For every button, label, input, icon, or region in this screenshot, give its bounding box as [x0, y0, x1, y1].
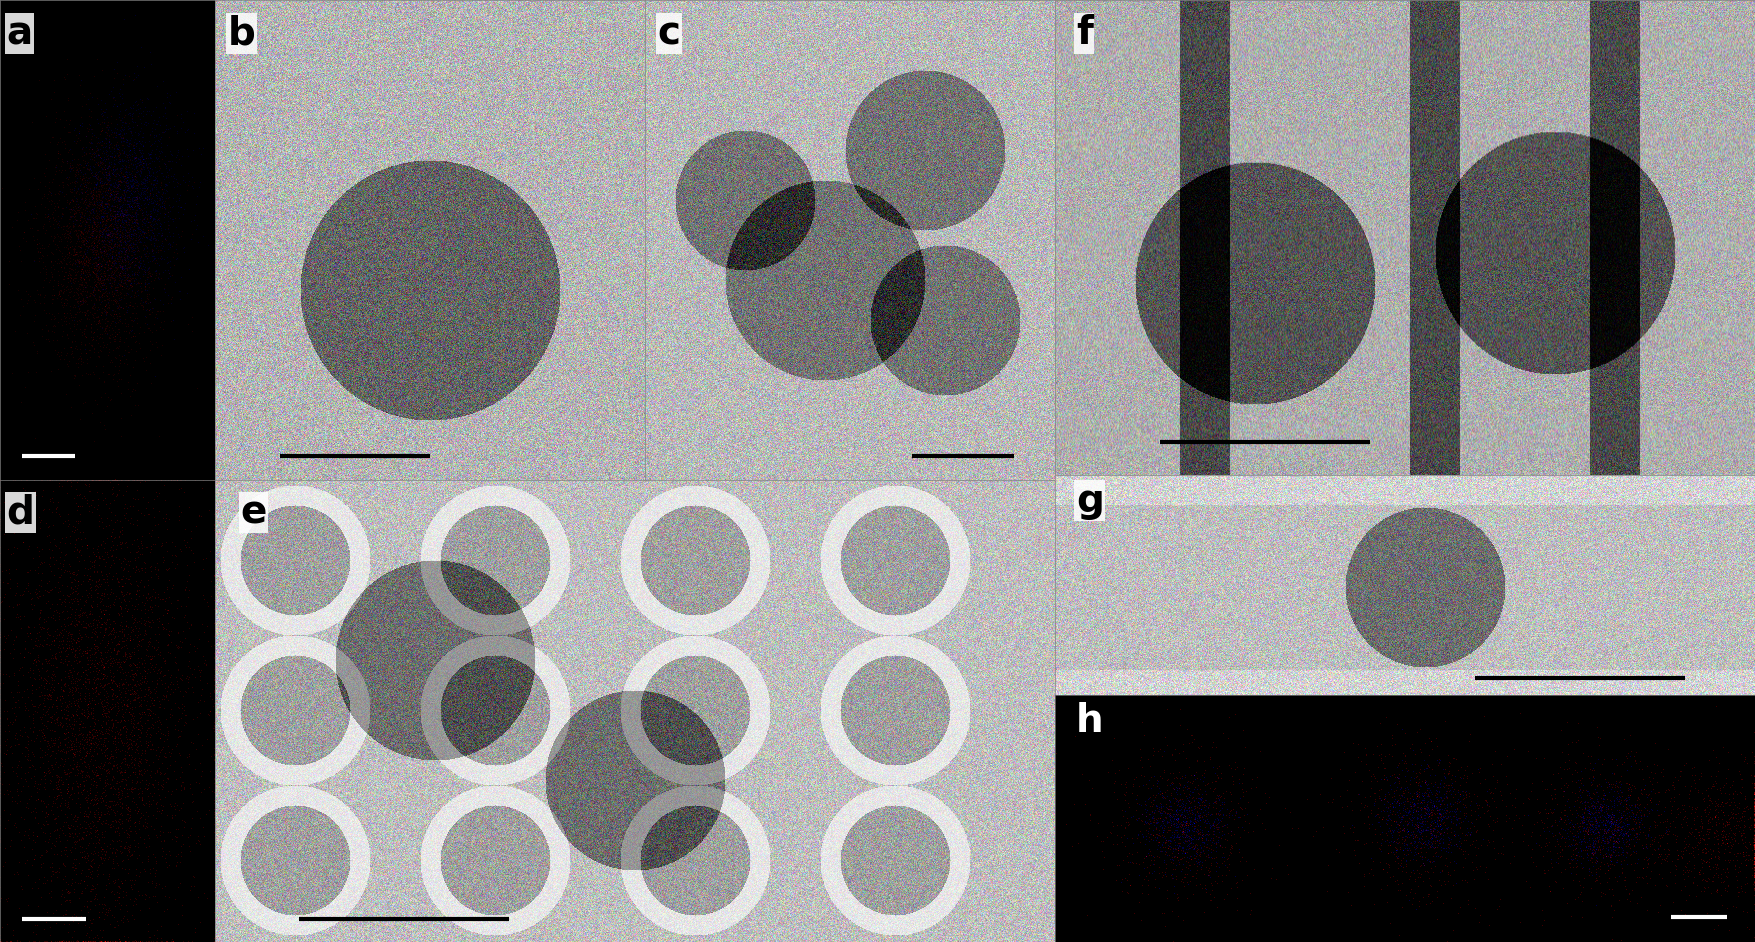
Text: b: b	[228, 14, 256, 53]
Text: d: d	[7, 494, 35, 532]
Text: g: g	[1076, 481, 1104, 520]
Text: a: a	[7, 14, 33, 53]
Text: f: f	[1076, 14, 1093, 53]
Text: c: c	[658, 14, 681, 53]
Text: h: h	[1076, 703, 1104, 740]
Text: e: e	[240, 494, 267, 532]
